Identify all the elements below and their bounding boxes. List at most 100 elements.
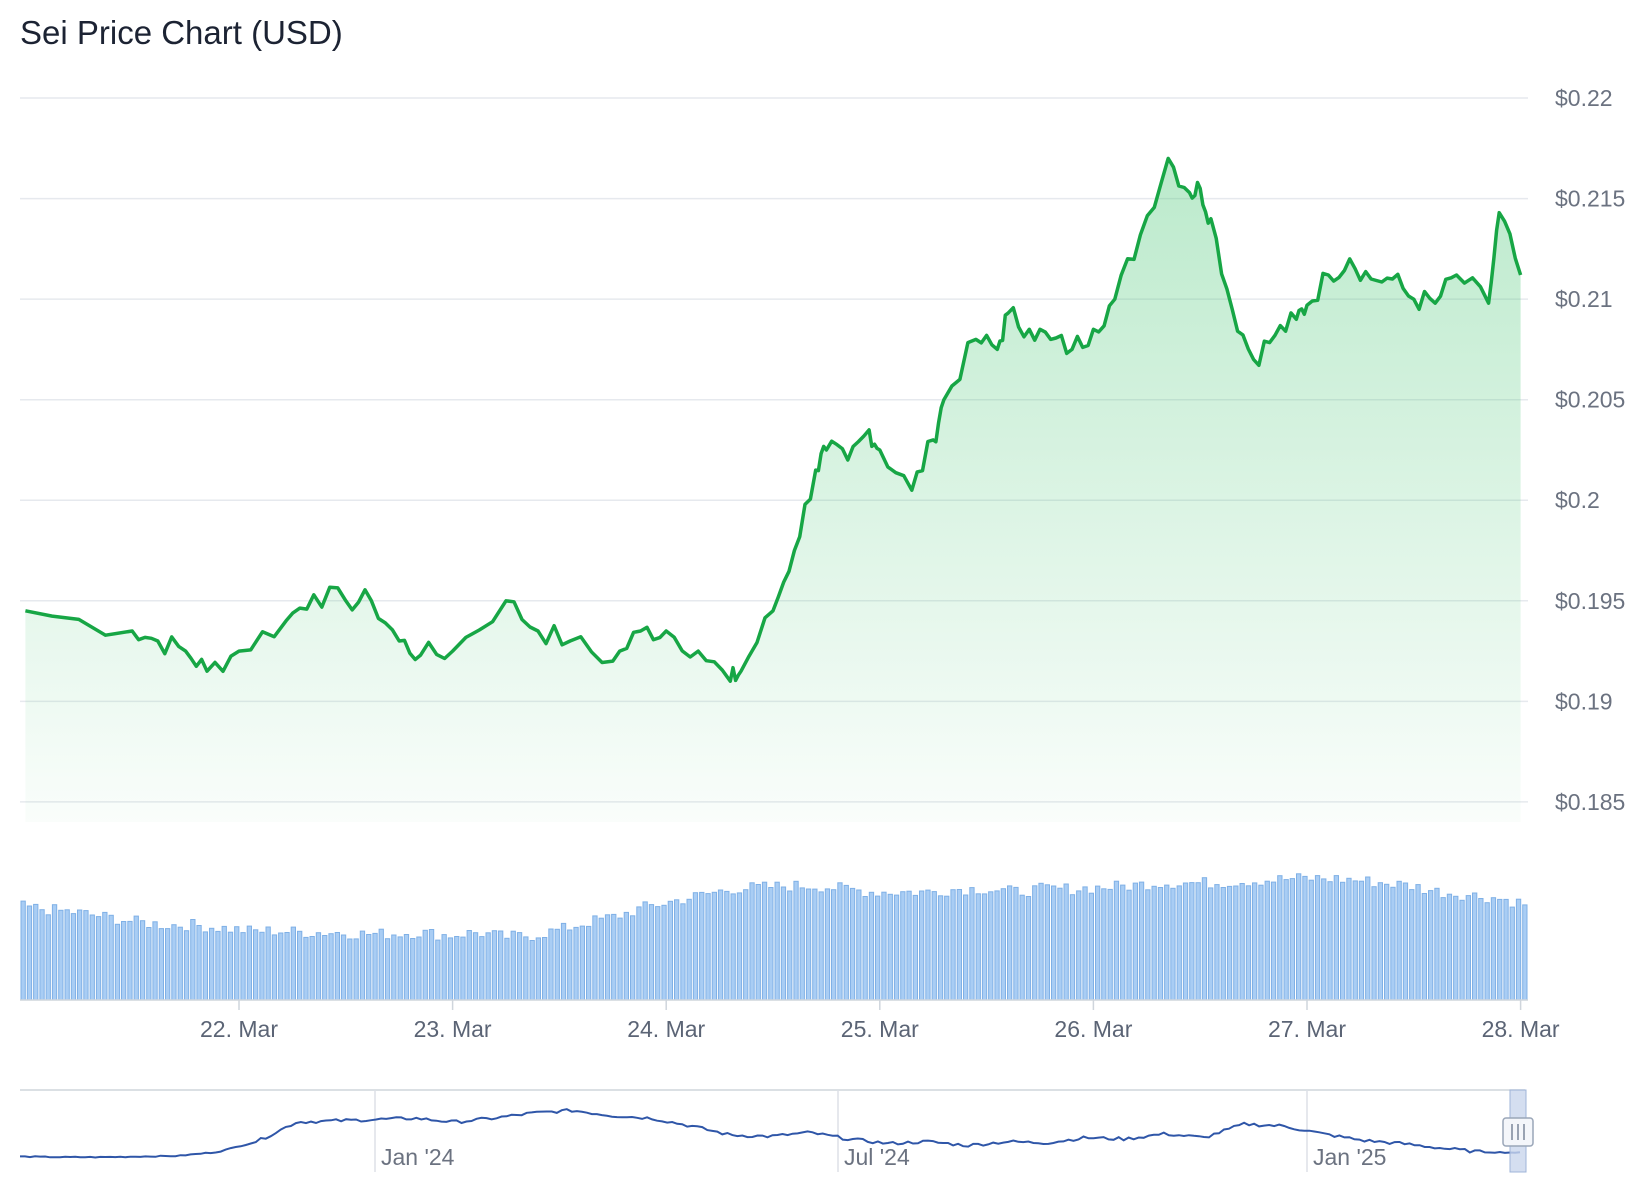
volume-bar [33,903,39,1001]
volume-bar [441,934,447,1001]
volume-bar [1270,881,1277,1001]
chart-title: Sei Price Chart (USD) [20,14,343,51]
volume-bar [1182,882,1189,1001]
y-tick-label: $0.185 [1555,789,1625,815]
volume-bar [158,928,164,1001]
volume-bar [950,889,956,1001]
volume-bar [77,909,83,1001]
x-tick-label: 22. Mar [200,1016,278,1042]
volume-bar [328,933,334,1001]
volume-bar [749,882,755,1001]
volume-bar [761,881,768,1001]
volume-bar [900,891,906,1001]
volume-bar [956,889,963,1001]
volume-bar [523,936,529,1001]
volume-bar [812,888,818,1001]
volume-bar [1465,895,1471,1001]
volume-bar [384,938,391,1001]
volume-bar [743,889,749,1001]
volume-bar [1340,881,1346,1001]
y-tick-label: $0.195 [1555,588,1625,614]
volume-bar [1126,889,1132,1001]
volume-bar [83,910,89,1001]
volume-bar [661,904,667,1001]
volume-bar [818,891,824,1001]
volume-bar [1013,886,1019,1001]
volume-bar [1302,875,1308,1001]
volume-bar [290,926,297,1001]
volume-bar [699,891,705,1001]
volume-bar [391,934,397,1001]
volume-bar [573,926,579,1001]
volume-bar [1415,884,1421,1001]
volume-bar [1358,880,1365,1001]
volume-bar [1472,892,1478,1001]
x-tick-label: 25. Mar [841,1016,919,1042]
navigator-handle[interactable] [1502,1117,1534,1147]
volume-bar [315,932,322,1001]
volume-bar [466,930,472,1001]
volume-bar [868,891,875,1001]
volume-bar [963,894,969,1001]
volume-bar [422,929,428,1001]
volume-bar [1195,882,1201,1001]
y-tick-label: $0.21 [1555,286,1613,312]
volume-bar [1396,880,1402,1001]
volume-bar [1346,877,1352,1001]
volume-bar [20,900,26,1001]
volume-bar [64,909,70,1001]
volume-bar [1515,898,1522,1001]
volume-bar [994,890,1000,1001]
volume-bar [1233,885,1239,1001]
volume-bar [1138,881,1145,1001]
volume-bar [340,934,347,1001]
volume-bar [1459,899,1465,1001]
volume-bar [221,925,227,1001]
volume-bar [1063,883,1069,1001]
volume-bar [1509,906,1515,1001]
volume-bar [485,932,491,1001]
volume-bar [912,894,919,1001]
volume-bar [1201,877,1208,1001]
volume-bar [667,900,674,1001]
price-line [25,156,1523,683]
volume-bar [554,928,560,1001]
volume-bar [711,891,718,1001]
volume-bar [630,915,636,1001]
volume-bar [403,934,410,1001]
volume-bar [1051,885,1057,1001]
volume-bar [1365,876,1371,1001]
volume-bar [1252,882,1258,1001]
volume-bar [1245,885,1252,1001]
volume-bar [705,893,711,1001]
volume-bar [372,932,378,1001]
volume-bar [780,886,787,1001]
volume-bar [969,887,975,1001]
volume-bar [209,927,215,1001]
volume-bar [284,932,290,1001]
volume-bar [454,936,460,1001]
range-navigator[interactable]: Jan '24 Jul '24 Jan '25 [20,1089,1534,1173]
volume-bar [736,892,743,1001]
volume-bar [548,928,554,1001]
volume-bar [617,917,623,1001]
volume-bar [1044,884,1050,1001]
volume-bar [1314,875,1321,1001]
y-tick-label: $0.22 [1555,85,1613,111]
volume-bar [479,936,485,1001]
x-tick-label: 27. Mar [1268,1016,1346,1042]
volume-bar [988,891,994,1001]
volume-bar [146,927,152,1001]
volume-bar [592,915,598,1001]
volume-bar [1402,882,1409,1001]
volume-bar [359,930,366,1001]
volume-bar [1076,890,1082,1001]
volume-bar [560,922,567,1001]
volume-bar [655,906,661,1001]
volume-bar [1453,895,1459,1001]
volume-bar [177,926,183,1001]
navigator-tick-label: Jul '24 [844,1144,910,1170]
volume-bar [1038,882,1044,1001]
volume-bar [165,928,171,1001]
